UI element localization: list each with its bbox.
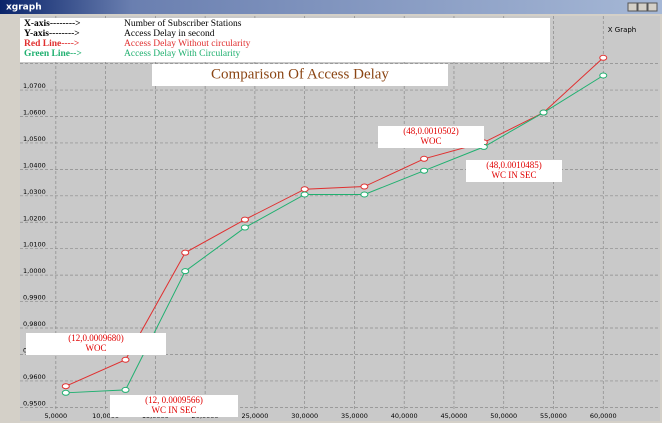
- data-point: [420, 167, 429, 174]
- legend-label: Access Delay With Circularity: [124, 49, 241, 59]
- y-tick-label: 1,0500: [23, 135, 46, 143]
- annotation-box: [26, 333, 166, 355]
- data-point: [539, 109, 548, 116]
- legend-key: Green Line-->: [24, 49, 82, 59]
- data-point: [61, 389, 70, 396]
- x-tick-label: 10,0000: [92, 412, 119, 420]
- legend-key: Red Line---->: [24, 39, 79, 49]
- x-tick-label: 25,0000: [241, 412, 268, 420]
- data-point: [360, 183, 369, 190]
- maximize-button[interactable]: [637, 2, 648, 12]
- y-axis-label: Access Delay in second: [124, 29, 215, 39]
- legend-label: Access Delay Without circularity: [124, 39, 251, 49]
- data-point: [300, 186, 309, 193]
- data-point: [599, 72, 608, 79]
- minimize-button[interactable]: [627, 2, 638, 12]
- annotation-text: (48,0.0010485): [486, 160, 542, 170]
- annotation-text: (12,0.0009680): [68, 333, 124, 343]
- x-axis-key: X-axis-------->: [24, 19, 81, 29]
- data-point: [121, 356, 130, 363]
- annotation-text: (48,0.0010502): [403, 126, 459, 136]
- annotation-box: [378, 126, 484, 148]
- series-line: [65, 57, 604, 387]
- data-point: [181, 249, 190, 256]
- y-tick-label: 0,9900: [23, 294, 46, 302]
- annotation-box: [110, 395, 238, 417]
- x-tick-label: 50,0000: [490, 412, 517, 420]
- title-box: [152, 64, 448, 86]
- annotation-text: (12, 0.0009566): [145, 395, 203, 405]
- y-tick-label: 0,9800: [23, 320, 46, 328]
- data-point: [240, 224, 249, 231]
- y-tick-label: 1,0200: [23, 214, 46, 222]
- data-point: [181, 268, 190, 275]
- y-tick-label: 1,0000: [23, 267, 46, 275]
- data-point: [61, 383, 70, 390]
- x-tick-label: 5,0000: [44, 412, 67, 420]
- y-tick-label: 1,0700: [23, 82, 46, 90]
- x-axis-label: Number of Subscriber Stations: [124, 18, 242, 29]
- annotation-text: WOC: [86, 343, 107, 353]
- y-tick-label: 0,9600: [23, 373, 46, 381]
- data-point: [420, 155, 429, 162]
- corner-label: X Graph: [608, 26, 637, 34]
- data-point: [240, 216, 249, 223]
- title-bar: [0, 0, 662, 14]
- y-tick-label: 1,0600: [23, 108, 46, 116]
- data-point: [121, 386, 130, 393]
- window-title: xgraph: [6, 3, 42, 13]
- x-tick-label: 55,0000: [540, 412, 567, 420]
- chart-title: Comparison Of Access Delay: [211, 66, 389, 82]
- y-tick-label: 1,0400: [23, 161, 46, 169]
- x-tick-label: 60,0000: [590, 412, 617, 420]
- series-line: [65, 75, 604, 394]
- annotation-text: WOC: [421, 136, 442, 146]
- data-point: [599, 54, 608, 61]
- close-button[interactable]: [647, 2, 658, 12]
- annotation-text: WC IN SEC: [152, 405, 197, 415]
- annotation-text: WC IN SEC: [492, 170, 537, 180]
- annotation-box: [466, 160, 562, 182]
- y-tick-label: 1,0100: [23, 241, 46, 249]
- x-tick-label: 30,0000: [291, 412, 318, 420]
- y-axis-key: Y-axis-------->: [24, 29, 80, 39]
- x-tick-label: 40,0000: [391, 412, 418, 420]
- data-point: [300, 191, 309, 198]
- y-tick-label: 0,9500: [23, 399, 46, 407]
- y-tick-label: 1,0300: [23, 188, 46, 196]
- info-box: [20, 18, 550, 62]
- data-point: [360, 191, 369, 198]
- x-tick-label: 45,0000: [441, 412, 468, 420]
- x-tick-label: 35,0000: [341, 412, 368, 420]
